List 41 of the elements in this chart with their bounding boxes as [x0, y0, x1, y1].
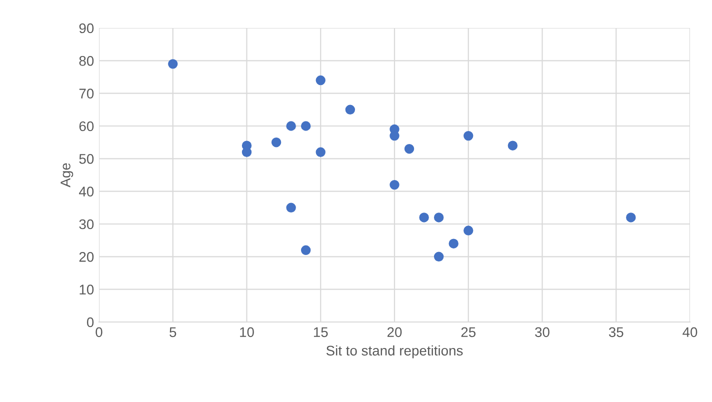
- y-tick-label: 70: [79, 88, 94, 99]
- y-axis-title: Age: [60, 163, 74, 188]
- point: [345, 104, 356, 115]
- point: [448, 238, 458, 248]
- y-tick-label: 30: [79, 219, 94, 230]
- x-tick-label: 10: [240, 327, 254, 338]
- y-tick-label: 50: [79, 154, 94, 164]
- point: [464, 226, 474, 236]
- point: [286, 121, 296, 131]
- x-tick-label: 25: [461, 327, 476, 338]
- point: [464, 130, 474, 141]
- point: [242, 147, 252, 157]
- y-tick-label: 0: [86, 317, 94, 328]
- point: [626, 212, 636, 222]
- x-tick-label: 30: [535, 327, 550, 338]
- point: [508, 140, 518, 150]
- point: [434, 212, 444, 222]
- y-tick-label: 10: [80, 284, 94, 295]
- point: [300, 245, 311, 255]
- y-tick-label: 80: [79, 56, 94, 66]
- point: [168, 59, 178, 69]
- x-tick-label: 5: [170, 327, 176, 338]
- point: [271, 137, 282, 148]
- y-tick-label: 40: [79, 186, 94, 197]
- x-tick-label: 0: [96, 327, 102, 338]
- point: [434, 252, 444, 262]
- y-tick-label: 60: [79, 121, 94, 132]
- x-tick-label: 15: [314, 327, 328, 338]
- point: [300, 121, 311, 131]
- x-axis-title: Sit to stand repetitions: [326, 345, 463, 358]
- point: [419, 212, 429, 222]
- y-tick-label: 90: [79, 23, 94, 34]
- point: [404, 144, 414, 154]
- point: [316, 75, 326, 86]
- x-tick-label: 40: [682, 327, 698, 338]
- y-tick-label: 20: [79, 252, 94, 262]
- point: [390, 180, 400, 190]
- x-tick-label: 35: [608, 327, 624, 338]
- point: [286, 202, 296, 213]
- x-tick-label: 20: [387, 327, 402, 338]
- point: [316, 147, 326, 157]
